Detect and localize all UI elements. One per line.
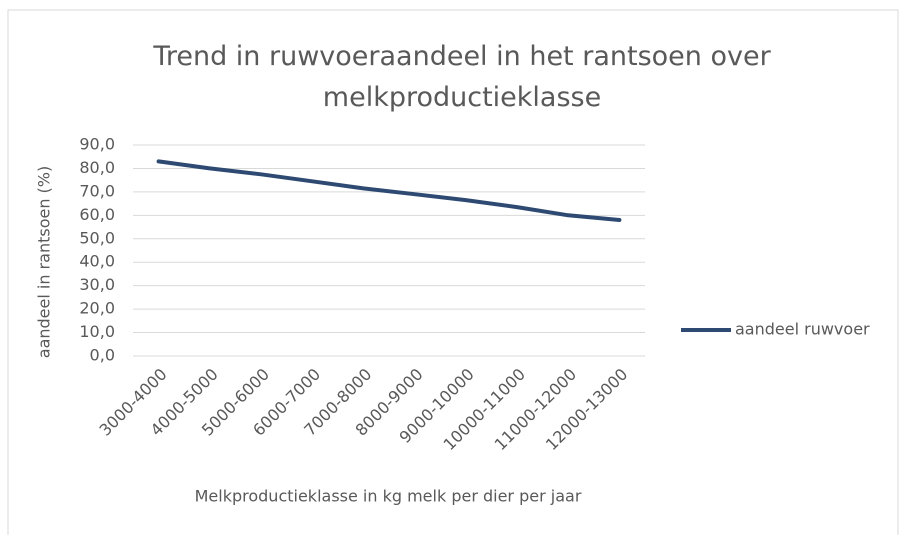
y-tick-label: 30,0 [79,275,115,294]
y-tick-label: 90,0 [79,135,115,154]
y-tick-label: 0,0 [90,346,115,365]
y-tick-label: 20,0 [79,299,115,318]
y-tick-label: 70,0 [79,181,115,200]
y-tick-label: 40,0 [79,252,115,271]
x-axis-title: Melkproductieklasse in kg melk per dier … [195,487,582,506]
data-line [156,159,622,222]
legend-label: aandeel ruwvoer [735,320,870,339]
y-tick-label: 50,0 [79,228,115,247]
y-tick-label: 60,0 [79,205,115,224]
chart-border [7,9,899,535]
y-tick-label: 10,0 [79,322,115,341]
chart-title: Trend in ruwvoeraandeel in het rantsoen … [153,41,771,113]
y-axis-title: aandeel in rantsoen (%) [35,166,54,358]
y-tick-label: 80,0 [79,158,115,177]
